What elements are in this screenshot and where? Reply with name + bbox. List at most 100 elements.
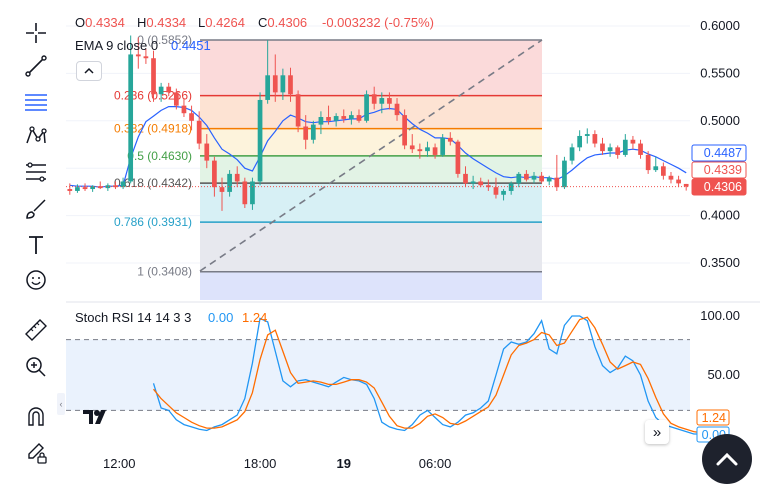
chevron-up-icon [84, 67, 94, 74]
candle [265, 75, 271, 100]
candle [113, 185, 118, 188]
svg-text:1.24: 1.24 [242, 310, 267, 325]
candle [257, 99, 263, 182]
time-tick-label: 18:00 [244, 456, 277, 471]
fib-level-label: 0.236 (0.5266) [114, 89, 192, 103]
time-axis[interactable]: 12:00 18:00 19 06:00 [103, 456, 451, 471]
ruler-icon [25, 319, 47, 341]
candle [67, 189, 73, 191]
candle [607, 147, 613, 152]
fib-retracement[interactable]: 0 (0.5852) 0.236 (0.5266) 0.382 (0.4918) 0.… [114, 33, 542, 300]
scroll-to-realtime-button[interactable]: » [645, 420, 669, 444]
candle [516, 173, 522, 184]
lock-draw-icon [28, 443, 47, 464]
emoji-tool-button[interactable] [20, 266, 52, 294]
chevron-up-icon [716, 452, 738, 466]
fib-level-label: 1 (0.3408) [137, 265, 192, 279]
price-tick-label: 0.5500 [700, 65, 740, 80]
candle [326, 117, 331, 121]
double-chevron-right-icon: » [652, 423, 662, 441]
lock-draw-tool-button[interactable] [20, 439, 52, 467]
collapse-legend-button[interactable] [76, 61, 102, 81]
price-axis[interactable]: 0.60000.55000.50000.45000.40000.35000.44… [691, 18, 747, 270]
candle [531, 175, 537, 180]
candle [173, 92, 179, 106]
candle [577, 135, 583, 148]
fib-trend-line[interactable] [199, 39, 543, 272]
candle [524, 173, 529, 180]
candle [204, 143, 210, 161]
candle [455, 141, 461, 174]
projection-tool-button[interactable] [20, 158, 52, 186]
candle [212, 160, 217, 188]
magnet-tool-button[interactable] [20, 402, 52, 430]
scroll-to-top-button[interactable] [702, 434, 752, 484]
candle [143, 56, 149, 59]
ema-legend[interactable]: EMA 9 close 0 0.4451 [75, 38, 211, 53]
svg-text:EMA 9 close 0: EMA 9 close 0 [75, 38, 158, 53]
candle [493, 187, 499, 195]
candle [288, 75, 293, 95]
candle [189, 113, 194, 121]
stoch-rsi-pane: 100.00 50.00 1.24 0.00 [66, 308, 740, 443]
ema-line [69, 106, 687, 188]
candle [219, 187, 225, 192]
fib-retracement-tool-button[interactable] [20, 87, 52, 115]
fib-zone [200, 271, 542, 300]
svg-text:H0.4334: H0.4334 [137, 15, 186, 30]
price-label-text: 0.4487 [704, 146, 742, 160]
candle [379, 98, 385, 104]
candle [417, 149, 423, 152]
zoom-in-tool-button[interactable] [20, 353, 52, 381]
price-label-text: 0.4339 [704, 163, 742, 177]
candle [508, 183, 514, 191]
candle [676, 179, 681, 184]
candle [242, 181, 248, 205]
brush-tool-button[interactable] [20, 195, 52, 223]
time-tick-label: 19 [337, 456, 351, 471]
candle [356, 115, 362, 121]
candle [166, 86, 172, 93]
text-tool-button[interactable] [20, 231, 52, 259]
candle [592, 134, 598, 144]
zoom-in-icon [26, 357, 46, 377]
ruler-tool-button[interactable] [20, 316, 52, 344]
candle [105, 185, 111, 189]
candle [661, 166, 666, 176]
candle [668, 175, 674, 180]
stoch-d-line [152, 316, 702, 434]
candle [387, 98, 392, 104]
trend-line-tool-button[interactable] [20, 52, 52, 80]
stoch-tick-label: 100.00 [700, 308, 740, 323]
candle [234, 173, 240, 182]
stoch-legend[interactable]: Stoch RSI 14 14 3 3 0.00 1.24 [75, 310, 267, 325]
price-label-prev [691, 161, 747, 179]
fib-level-label: 0.786 (0.3931) [114, 215, 192, 229]
candle [158, 86, 164, 95]
candle [196, 120, 202, 144]
candle [485, 185, 491, 188]
fib-zone [200, 183, 542, 223]
candle [318, 117, 324, 125]
svg-text:L0.4264: L0.4264 [198, 15, 245, 30]
candle [554, 177, 560, 188]
fib-level-label: 0.618 (0.4342) [114, 176, 192, 190]
stoch-value-text: 1.24 [702, 411, 726, 425]
sidebar-toggle-handle[interactable]: ‹ [57, 393, 65, 415]
candle [683, 183, 689, 187]
candle [135, 54, 141, 57]
candle [478, 181, 484, 186]
svg-text:Stoch RSI 14 14 3 3: Stoch RSI 14 14 3 3 [75, 310, 191, 325]
fib-zone [200, 128, 542, 156]
candle [82, 187, 88, 190]
fib-zone [200, 222, 542, 272]
candle [409, 145, 415, 150]
candle [569, 147, 575, 161]
tradingview-logo[interactable] [82, 408, 108, 431]
crosshair-tool-button[interactable] [20, 19, 52, 47]
candle [470, 181, 476, 184]
crosshair-icon [26, 23, 46, 43]
pattern-tool-button[interactable] [20, 122, 52, 150]
magnet-icon [28, 407, 44, 426]
